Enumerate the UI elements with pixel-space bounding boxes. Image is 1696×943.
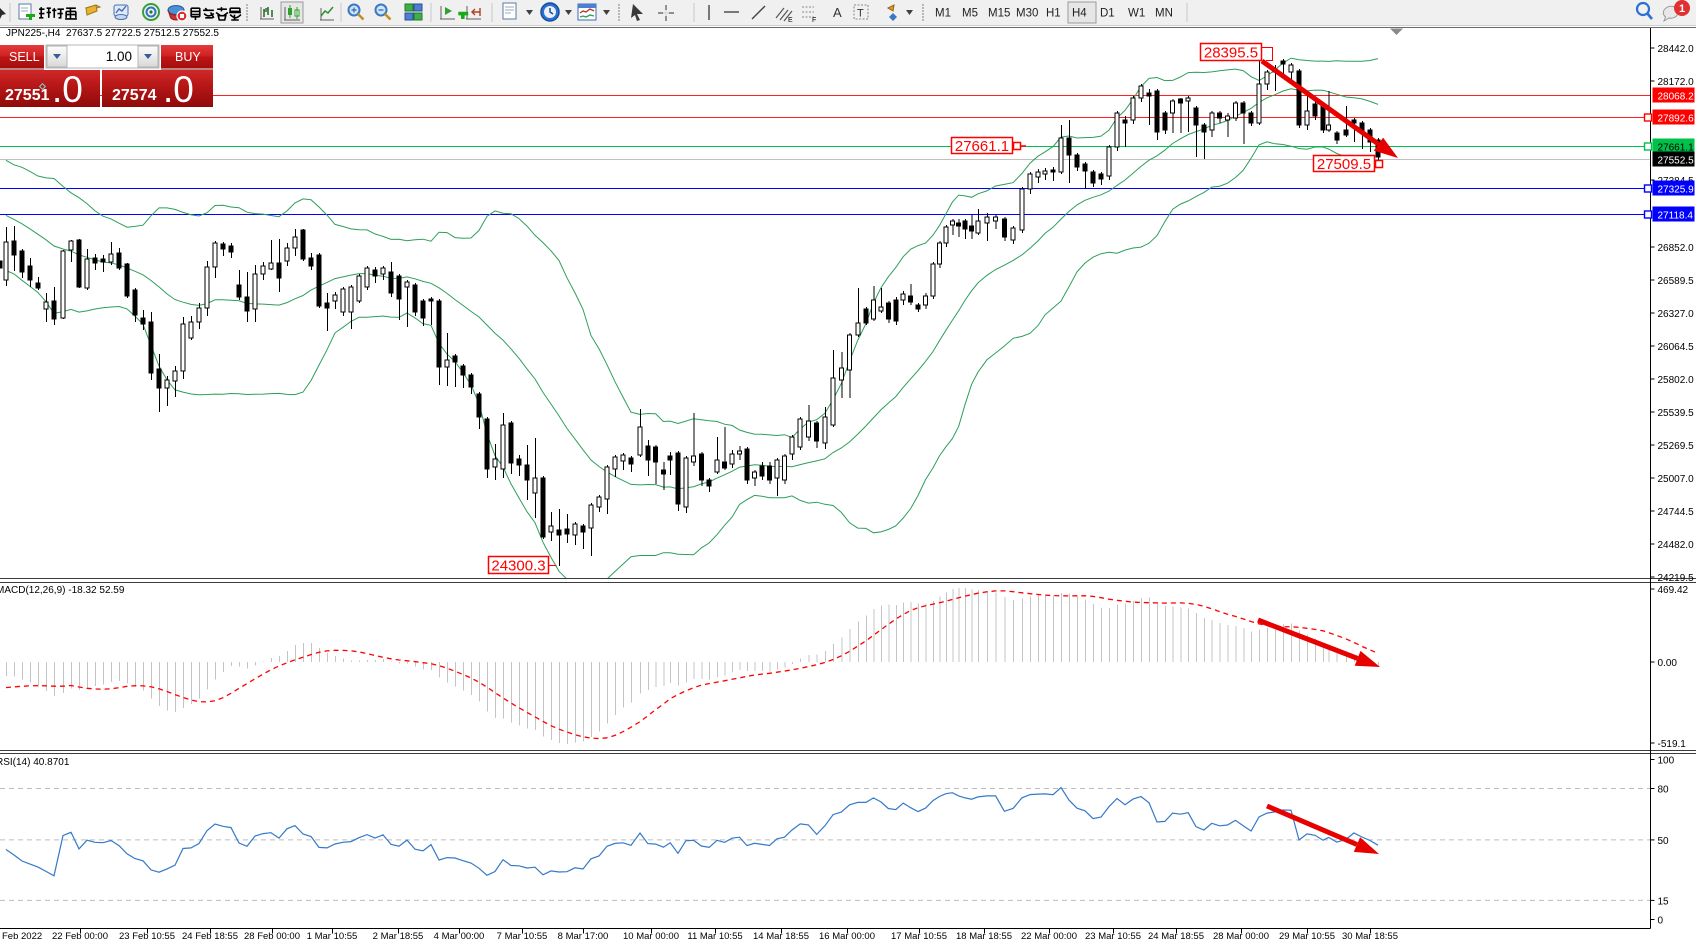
svg-text:4 Mar 00:00: 4 Mar 00:00 <box>434 931 485 942</box>
svg-text:25269.5: 25269.5 <box>1658 441 1695 452</box>
svg-text:27325.9: 27325.9 <box>1658 185 1695 196</box>
svg-text:25802.0: 25802.0 <box>1658 375 1695 386</box>
svg-text:H1: H1 <box>1046 8 1061 20</box>
svg-text:26589.5: 26589.5 <box>1658 276 1695 287</box>
svg-text:M15: M15 <box>988 8 1010 20</box>
svg-text:24219.5: 24219.5 <box>1658 573 1695 584</box>
svg-text:MACD(12,26,9) -18.32 52.59: MACD(12,26,9) -18.32 52.59 <box>0 585 125 596</box>
svg-text:24300.3: 24300.3 <box>491 557 545 574</box>
svg-text:-519.1: -519.1 <box>1658 739 1687 750</box>
svg-text:50: 50 <box>1658 836 1670 847</box>
svg-text:27509.5: 27509.5 <box>1317 156 1371 173</box>
svg-text:100: 100 <box>1658 756 1675 767</box>
svg-text:80: 80 <box>1658 785 1670 796</box>
svg-text:A: A <box>833 5 842 20</box>
svg-text:.0: .0 <box>163 69 194 110</box>
svg-text:30 Mar 18:55: 30 Mar 18:55 <box>1342 931 1398 942</box>
svg-text:T: T <box>857 8 864 20</box>
svg-text:0.00: 0.00 <box>1658 658 1678 669</box>
svg-text:D1: D1 <box>1100 8 1115 20</box>
svg-text:SELL: SELL <box>9 50 40 64</box>
svg-text:28068.2: 28068.2 <box>1658 92 1695 103</box>
svg-text:.0: .0 <box>52 69 83 110</box>
svg-text:28 Mar 00:00: 28 Mar 00:00 <box>1213 931 1269 942</box>
svg-text:24 Feb 18:55: 24 Feb 18:55 <box>182 931 238 942</box>
svg-text:29 Mar 10:55: 29 Mar 10:55 <box>1279 931 1335 942</box>
svg-text:16 Mar 00:00: 16 Mar 00:00 <box>819 931 875 942</box>
svg-text:1.00: 1.00 <box>106 49 132 64</box>
svg-text:25007.0: 25007.0 <box>1658 474 1695 485</box>
svg-text:MN: MN <box>1155 8 1173 20</box>
svg-text:27892.6: 27892.6 <box>1658 114 1695 125</box>
svg-text:7 Mar 10:55: 7 Mar 10:55 <box>497 931 548 942</box>
svg-text:469.42: 469.42 <box>1658 585 1689 596</box>
svg-text:17 Mar 10:55: 17 Mar 10:55 <box>891 931 947 942</box>
svg-text:BUY: BUY <box>175 50 201 64</box>
svg-text:27661.1: 27661.1 <box>1658 143 1695 154</box>
svg-text:27661.1: 27661.1 <box>955 138 1009 155</box>
svg-text:26064.5: 26064.5 <box>1658 342 1695 353</box>
svg-text:27552.5: 27552.5 <box>1658 156 1695 167</box>
svg-text:28395.5: 28395.5 <box>1204 44 1258 61</box>
svg-text:27551: 27551 <box>5 87 50 104</box>
svg-text:24744.5: 24744.5 <box>1658 507 1695 518</box>
svg-text:23 Feb 10:55: 23 Feb 10:55 <box>119 931 175 942</box>
svg-text:15: 15 <box>1658 896 1670 907</box>
svg-text:27574: 27574 <box>112 87 157 104</box>
svg-text:JPN225-,H4 27637.5 27722.5 27: JPN225-,H4 27637.5 27722.5 27512.5 27552… <box>6 28 219 39</box>
svg-text:27118.4: 27118.4 <box>1658 211 1694 222</box>
svg-text:0: 0 <box>1658 916 1664 927</box>
svg-text:28442.0: 28442.0 <box>1658 44 1695 55</box>
svg-text:F: F <box>812 17 816 24</box>
svg-text:1 Mar 10:55: 1 Mar 10:55 <box>307 931 358 942</box>
svg-text:26852.0: 26852.0 <box>1658 243 1695 254</box>
svg-text:M30: M30 <box>1016 8 1038 20</box>
svg-text:H4: H4 <box>1072 8 1087 20</box>
svg-text:E: E <box>788 17 793 24</box>
svg-text:18 Mar 18:55: 18 Mar 18:55 <box>956 931 1012 942</box>
svg-text:2 Mar 18:55: 2 Mar 18:55 <box>373 931 424 942</box>
svg-text:11 Mar 10:55: 11 Mar 10:55 <box>687 931 742 942</box>
svg-text:14 Mar 18:55: 14 Mar 18:55 <box>753 931 809 942</box>
svg-text:M1: M1 <box>935 8 951 20</box>
svg-text:M5: M5 <box>962 8 978 20</box>
svg-text:24482.0: 24482.0 <box>1658 540 1695 551</box>
svg-text:25539.5: 25539.5 <box>1658 408 1695 419</box>
svg-text:W1: W1 <box>1128 8 1145 20</box>
svg-text:1: 1 <box>1679 3 1685 15</box>
svg-text:24 Mar 18:55: 24 Mar 18:55 <box>1148 931 1204 942</box>
svg-text:10 Mar 00:00: 10 Mar 00:00 <box>623 931 679 942</box>
svg-text:22 Feb 00:00: 22 Feb 00:00 <box>52 931 108 942</box>
svg-text:8 Mar 17:00: 8 Mar 17:00 <box>558 931 609 942</box>
svg-text:23 Mar 10:55: 23 Mar 10:55 <box>1085 931 1141 942</box>
svg-text:22 Mar 00:00: 22 Mar 00:00 <box>1021 931 1077 942</box>
svg-text:28172.0: 28172.0 <box>1658 77 1695 88</box>
svg-text:Feb 2022: Feb 2022 <box>2 931 42 942</box>
svg-text:28 Feb 00:00: 28 Feb 00:00 <box>244 931 300 942</box>
svg-text:26327.0: 26327.0 <box>1658 309 1695 320</box>
svg-text:RSI(14) 40.8701: RSI(14) 40.8701 <box>0 757 70 768</box>
